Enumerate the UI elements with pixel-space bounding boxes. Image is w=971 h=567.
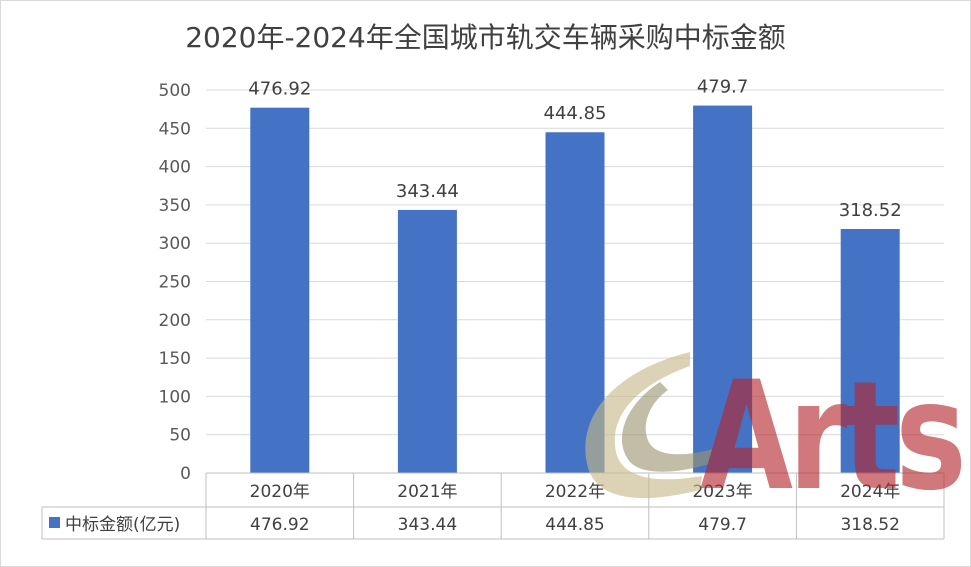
y-tick-label: 150 [159, 349, 191, 369]
watermark-logo: Arts [585, 350, 968, 524]
category-label: 2020年 [250, 482, 310, 502]
data-label: 343.44 [396, 181, 459, 202]
y-tick-label: 50 [169, 426, 191, 446]
bars [250, 105, 900, 473]
bar [250, 107, 310, 473]
data-labels: 476.92 343.44 444.85 479.7 318.52 [248, 77, 901, 221]
data-label: 476.92 [248, 79, 311, 100]
y-tick-label: 350 [159, 196, 191, 216]
table-value: 444.85 [545, 515, 604, 535]
data-label: 444.85 [544, 103, 607, 124]
category-label: 2022年 [545, 482, 605, 502]
table-value: 476.92 [250, 515, 309, 535]
y-tick-label: 400 [159, 158, 191, 178]
category-label: 2023年 [692, 482, 752, 502]
bar [397, 209, 457, 473]
category-label: 2024年 [840, 482, 900, 502]
chart-title: 2020年-2024年全国城市轨交车辆采购中标金额 [185, 21, 786, 54]
data-label: 479.7 [697, 77, 749, 98]
y-tick-label: 0 [180, 464, 191, 484]
data-label: 318.52 [839, 200, 902, 221]
bar [693, 105, 753, 473]
watermark-swoosh [585, 352, 702, 499]
category-label: 2021年 [397, 482, 457, 502]
y-tick-label: 500 [159, 81, 191, 101]
y-tick-label: 300 [159, 234, 191, 254]
y-tick-label: 100 [159, 387, 191, 407]
data-table: 2020年 476.92 2021年 343.44 2022年 444.85 2023年 47… [41, 472, 945, 540]
legend-label: 中标金额(亿元) [65, 515, 180, 535]
bar [840, 229, 900, 473]
table-value: 343.44 [398, 515, 457, 535]
watermark-text: Arts [700, 350, 962, 524]
legend-swatch [49, 517, 60, 528]
y-tick-label: 450 [159, 119, 191, 139]
table-value: 479.7 [698, 515, 747, 535]
y-tick-label: 250 [159, 273, 191, 293]
y-axis-ticks: 0 50 100 150 200 250 300 350 400 450 500 [159, 81, 191, 484]
watermark-swoosh [621, 382, 720, 472]
table-value: 318.52 [840, 515, 899, 535]
y-tick-label: 200 [159, 311, 191, 331]
